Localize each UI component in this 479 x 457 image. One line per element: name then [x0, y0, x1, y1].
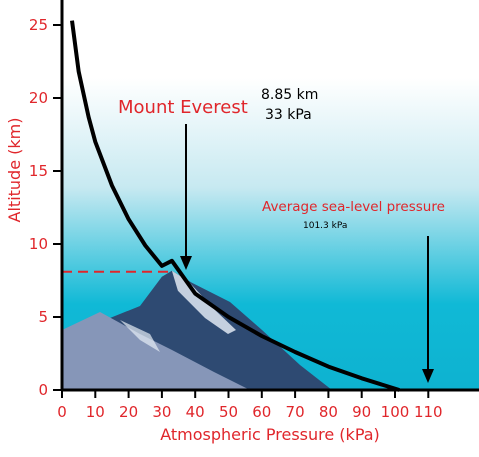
- y-tick-label: 5: [38, 308, 48, 326]
- axes: [60, 0, 479, 392]
- annotation-arrows: [180, 124, 434, 383]
- everest-altitude-value: 8.85 km: [261, 87, 318, 103]
- y-axis-label: Altitude (km): [5, 118, 24, 223]
- x-tick-label: 110: [414, 403, 443, 421]
- x-tick-label: 80: [319, 403, 338, 421]
- x-tick-label: 40: [186, 403, 205, 421]
- x-tick-label: 70: [286, 403, 305, 421]
- x-tick-label: 100: [381, 403, 410, 421]
- x-tick-label: 90: [352, 403, 371, 421]
- x-axis-label: Atmospheric Pressure (kPa): [160, 425, 380, 444]
- y-tick-label: 25: [29, 16, 48, 34]
- x-tick-label: 0: [57, 403, 67, 421]
- x-axis-ticks: 0 10 20 30 40 50 60 70 80 90 100 110: [57, 390, 443, 421]
- y-axis-ticks: 0 5 10 15 20 25: [29, 16, 62, 399]
- arrow-head: [180, 256, 192, 270]
- sea-level-pressure-value: 101.3 kPa: [303, 221, 347, 231]
- y-tick-label: 0: [38, 381, 48, 399]
- everest-pressure-value: 33 kPa: [265, 107, 312, 123]
- y-tick-label: 20: [29, 89, 48, 107]
- x-tick-label: 10: [86, 403, 105, 421]
- sea-level-label: Average sea-level pressure: [262, 199, 445, 215]
- y-tick-label: 15: [29, 162, 48, 180]
- everest-label: Mount Everest: [118, 97, 248, 118]
- mountain-illustration: [62, 270, 332, 390]
- x-tick-label: 30: [152, 403, 171, 421]
- x-tick-label: 20: [119, 403, 138, 421]
- arrow-head: [422, 369, 434, 383]
- x-tick-label: 60: [252, 403, 271, 421]
- x-tick-label: 50: [219, 403, 238, 421]
- series-line: [70, 20, 400, 392]
- pressure-altitude-curve: [70, 20, 400, 392]
- everest-arrow: [180, 124, 192, 270]
- y-tick-label: 10: [29, 235, 48, 253]
- mountain-light: [62, 312, 250, 390]
- sea-level-arrow: [422, 236, 434, 383]
- mountain-snow-lower: [120, 320, 160, 352]
